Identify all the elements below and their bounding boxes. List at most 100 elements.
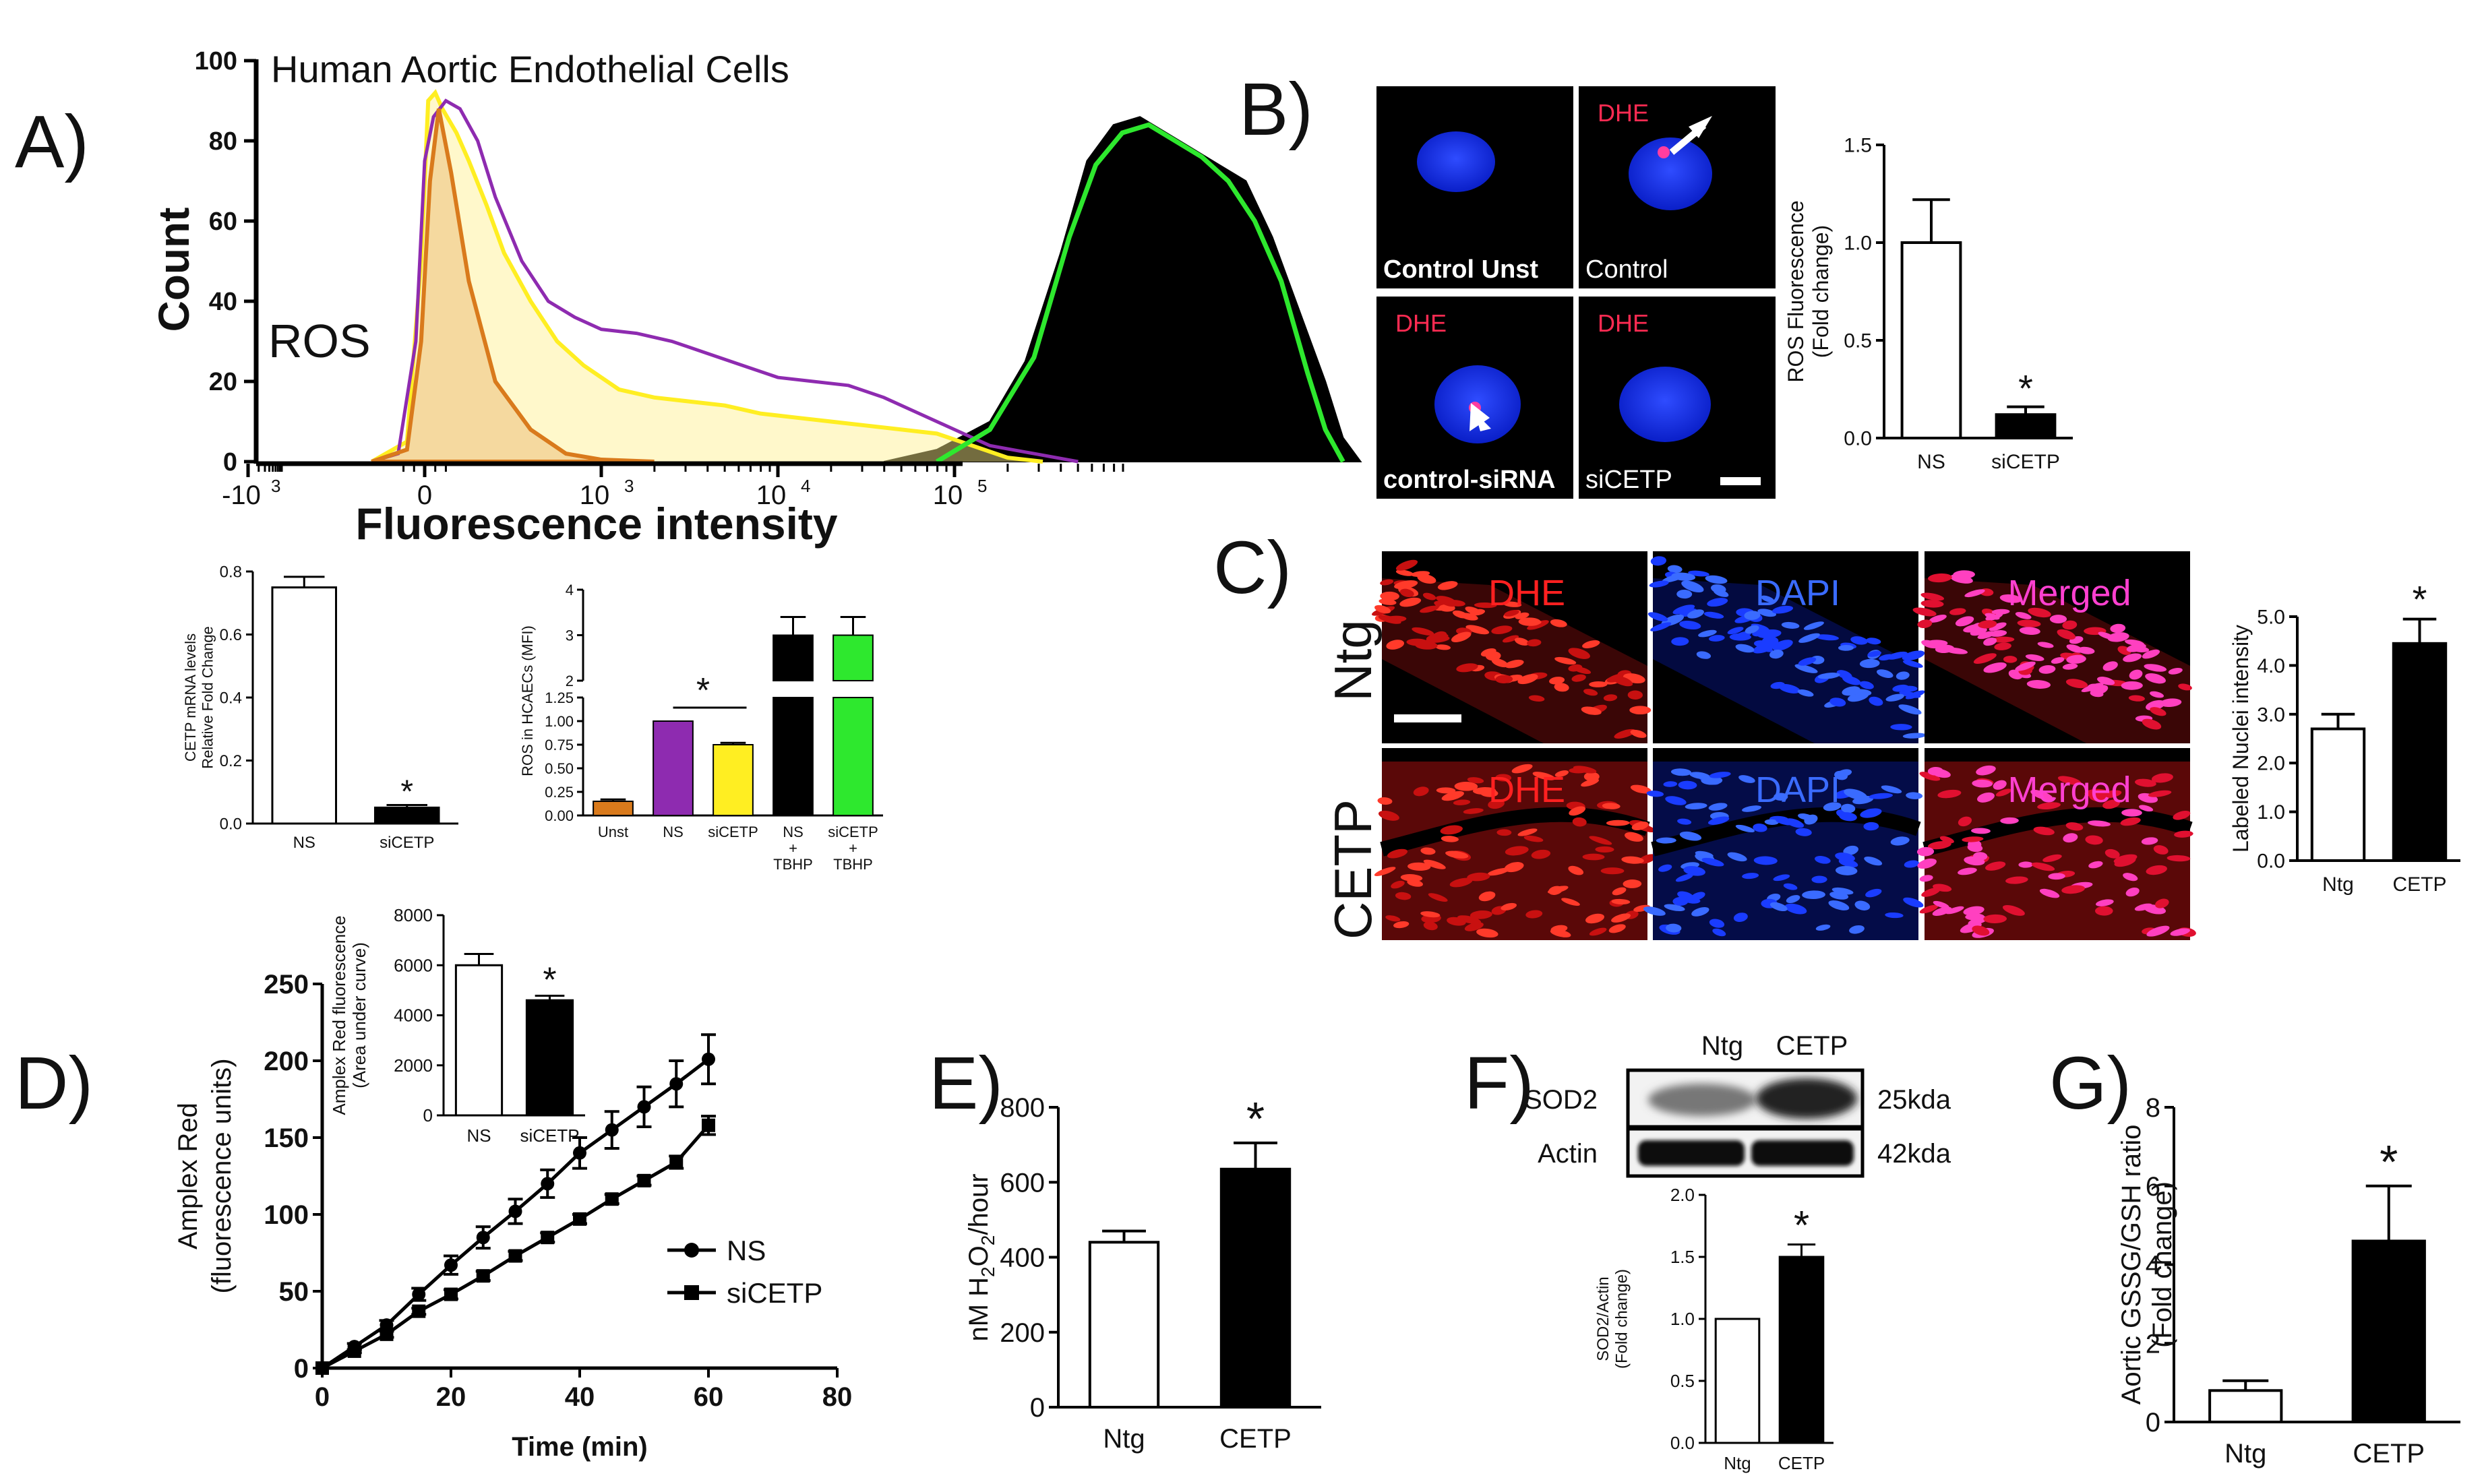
cell-nucleus	[1744, 611, 1761, 620]
point-NS	[573, 1146, 586, 1160]
cell-nucleus	[2005, 876, 2028, 884]
y-tick-label: 0.8	[220, 563, 242, 581]
bar	[2310, 727, 2366, 863]
channel-label: DAPI	[1755, 573, 1840, 613]
y-tick-label: 250	[264, 970, 309, 999]
bar	[713, 744, 754, 816]
point-siCETP	[347, 1344, 361, 1358]
significance-star: *	[543, 961, 556, 1000]
y-tick-label: 600	[1000, 1168, 1045, 1198]
y-axis-label: nM H2O2/hour	[964, 1173, 998, 1341]
point-siCETP	[315, 1361, 329, 1375]
chart-labeled-nuclei: 0.0 1.0 2.0 3.0 4.0 5.0 Ntg CETP * Labeled Nuclei…	[2229, 578, 2460, 896]
cell-nucleus	[1735, 824, 1755, 833]
cell-nucleus	[1902, 733, 1927, 739]
point-NS	[444, 1258, 458, 1272]
panel-a-histogram: Human Aortic Endothelial Cells ROS Count…	[150, 47, 1362, 549]
histogram-annotation: ROS	[268, 315, 371, 367]
cell-nucleus	[1815, 634, 1839, 641]
cell-nucleus	[2168, 667, 2183, 675]
x-tick-label: 20	[436, 1382, 466, 1412]
cell-nucleus	[1611, 898, 1631, 905]
cell-nucleus	[1663, 781, 1678, 787]
y-axis-label: (Fold change)	[1809, 225, 1833, 358]
point-NS	[669, 1077, 684, 1091]
cell-nucleus	[2088, 861, 2103, 869]
x-axis-label: Time (min)	[512, 1432, 648, 1462]
cell-nucleus	[1646, 791, 1664, 797]
cell-nucleus	[1547, 886, 1569, 894]
cell-nucleus	[1491, 625, 1513, 634]
point-NS	[412, 1287, 426, 1301]
point-siCETP	[573, 1212, 586, 1226]
cell-nucleus	[1387, 848, 1408, 859]
cell-nucleus	[1912, 607, 1937, 617]
cell-nucleus	[1877, 669, 1894, 678]
marker-label: DHE	[1395, 309, 1447, 337]
cell-nucleus	[1612, 887, 1627, 896]
cell-nucleus	[1860, 808, 1882, 818]
cell-nucleus	[1709, 772, 1731, 778]
cell-nucleus	[1603, 694, 1618, 702]
cell-nucleus	[1589, 927, 1607, 936]
cell-nucleus	[1678, 780, 1697, 790]
cell-nucleus	[1423, 859, 1446, 869]
cell-nucleus	[1495, 774, 1512, 782]
cell-nucleus	[1527, 639, 1542, 647]
y-tick-label: 8000	[394, 905, 433, 925]
cell-nucleus	[2148, 790, 2172, 797]
cell-nucleus	[2151, 773, 2173, 783]
channel-label: DHE	[1488, 573, 1565, 613]
cell-nucleus	[1550, 929, 1571, 937]
cell-nucleus	[1420, 847, 1436, 855]
point-siCETP	[508, 1249, 522, 1263]
cell-nucleus	[1815, 924, 1831, 931]
cell-nucleus	[1407, 862, 1431, 871]
cell-nucleus	[1569, 806, 1586, 816]
cell-nucleus	[1487, 867, 1510, 876]
cell-nucleus	[2146, 925, 2170, 937]
cell-nucleus	[1422, 592, 1436, 600]
cell-nucleus	[1945, 906, 1964, 915]
y-tick-label: 0	[294, 1354, 309, 1384]
significance-star: *	[1246, 1092, 1265, 1145]
cell-nucleus	[1621, 856, 1644, 864]
cell-nucleus	[1647, 612, 1668, 621]
cell-nucleus	[1757, 609, 1777, 617]
cell-nucleus	[1866, 638, 1881, 645]
cell-nucleus	[2097, 677, 2115, 685]
cell-nucleus	[1742, 805, 1762, 812]
cell-nucleus	[1769, 649, 1784, 659]
cell-nucleus	[1505, 659, 1524, 669]
cell-nucleus	[2150, 707, 2167, 716]
cell-nucleus	[1470, 910, 1492, 919]
y-tick-label: 50	[279, 1277, 309, 1307]
y-tick-label: 0.25	[545, 784, 574, 801]
cell-nucleus	[1666, 923, 1682, 933]
y-tick-label: 60	[209, 208, 237, 236]
cell-nucleus	[1664, 904, 1685, 911]
x-tick-label: Ntg	[1724, 1453, 1751, 1473]
cell-nucleus	[1867, 650, 1881, 657]
cell-nucleus	[1838, 644, 1854, 651]
cell-nucleus	[1503, 601, 1522, 607]
cell-nucleus	[1514, 638, 1529, 646]
cell-nucleus	[1727, 627, 1744, 635]
x-tick-label: NS	[466, 1125, 491, 1146]
y-tick-label: 3.0	[2257, 704, 2285, 726]
cell-nucleus	[1449, 877, 1473, 888]
cell-nucleus	[1465, 625, 1490, 635]
cell-nucleus	[1927, 841, 1951, 850]
cell-nucleus	[1817, 673, 1840, 679]
cell-nucleus	[2121, 809, 2142, 817]
cell-nucleus	[1608, 924, 1626, 933]
cell-nucleus	[1885, 912, 1904, 919]
cell-nucleus	[2048, 873, 2065, 880]
cell-nucleus	[1420, 911, 1441, 918]
panel-label-e: E)	[929, 1042, 1003, 1125]
cell-nucleus	[1885, 693, 1904, 702]
cell-nucleus	[1627, 690, 1643, 700]
cell-nucleus	[1968, 916, 1989, 925]
cell-nucleus	[1985, 613, 2000, 620]
y-tick-label: 2.0	[1670, 1185, 1695, 1205]
